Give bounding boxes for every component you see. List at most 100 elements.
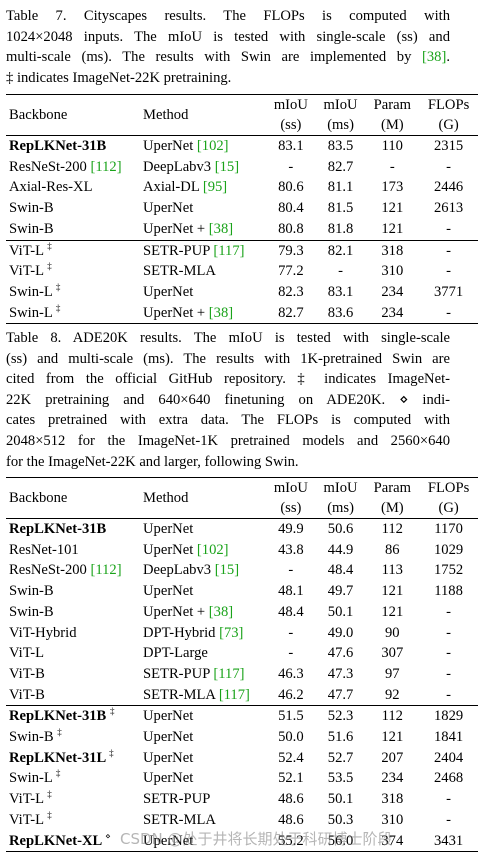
reference-link[interactable]: [15] <box>214 562 240 579</box>
cell-param: 97 <box>385 665 400 682</box>
cell-param: 112 <box>365 517 420 540</box>
cell-backbone: ResNet-101 <box>9 541 79 558</box>
cell-param: 92 <box>385 686 400 703</box>
col-miou-ms: mIoU (ms) <box>315 477 366 519</box>
cell-param: 121 <box>381 200 404 217</box>
reference-link[interactable]: [112] <box>90 158 122 175</box>
cell-method: UperNet <box>143 200 194 217</box>
table-row: ViT-L ‡ SETR-PUP 48.6 50.1 318 - <box>6 789 478 810</box>
cell-method: UperNet [102] <box>143 541 229 558</box>
col-method: Method <box>140 477 266 519</box>
cell-backbone: Axial-Res-XL <box>9 179 93 196</box>
cell-method: UperNet [102] <box>140 134 266 157</box>
reference-link[interactable]: [15] <box>214 158 240 175</box>
cell-ss: - <box>288 562 294 579</box>
cell-backbone: RepLKNet-31L ‡ <box>9 747 114 766</box>
caption-line: 22K pretraining and 640×640 finetuning o… <box>6 391 450 408</box>
cell-ms: 50.1 <box>327 791 354 808</box>
reference-link[interactable]: [117] <box>213 242 245 259</box>
cell-method: UperNet <box>143 729 194 746</box>
footnote-mark: ⋄ <box>105 830 111 841</box>
cell-ss: 48.4 <box>278 603 304 620</box>
cell-method: UperNet <box>140 830 266 853</box>
cell-flops: 2404 <box>433 749 464 766</box>
cell-ms: 81.1 <box>327 179 354 196</box>
cell-flops: - <box>446 263 452 280</box>
cell-param: 110 <box>365 134 420 157</box>
col-backbone: Backbone <box>6 477 140 519</box>
col-backbone: Backbone <box>6 94 140 136</box>
reference-link[interactable]: [112] <box>90 562 122 579</box>
reference-link[interactable]: [102] <box>196 138 229 154</box>
cell-param: 121 <box>381 603 404 620</box>
footnote-mark: ‡ <box>47 261 52 272</box>
cell-ms: 49.0 <box>327 624 354 641</box>
table8-caption: Table 8. ADE20K results. The mIoU is tes… <box>6 328 450 472</box>
reference-link[interactable]: [102] <box>196 541 229 558</box>
cell-ss: 49.9 <box>266 517 316 540</box>
cell-flops: - <box>446 791 452 808</box>
table-row: ViT-L ‡ SETR-MLA 48.6 50.3 310 - <box>6 810 478 831</box>
cell-flops: - <box>446 220 452 237</box>
footnote-mark: ‡ <box>55 302 61 313</box>
caption-line: Table 7. Cityscapes results. The FLOPs i… <box>6 8 450 24</box>
cell-ms: 81.5 <box>327 200 354 217</box>
cell-ms: 49.7 <box>327 583 354 600</box>
reference-link[interactable]: [38] <box>208 603 234 620</box>
footnote-mark: ‡ <box>57 727 62 738</box>
cell-flops: 2446 <box>433 179 464 196</box>
cell-ms: 52.7 <box>327 749 354 766</box>
caption-line: ‡ indicates ImageNet-22K pretraining. <box>6 69 232 86</box>
cell-ms: 83.5 <box>315 134 366 157</box>
table-row: Swin-L ‡ UperNet 82.3 83.1 234 3771 <box>6 282 478 303</box>
cell-backbone: ViT-B <box>9 686 45 703</box>
table-row: Swin-B UperNet + [38] 80.8 81.8 121 - <box>6 219 478 240</box>
reference-link[interactable]: [95] <box>202 179 228 196</box>
caption-line: Table 8. ADE20K results. The mIoU is tes… <box>6 330 450 346</box>
cell-flops: - <box>446 645 452 662</box>
table-row: ViT-L ‡ SETR-MLA 77.2 - 310 - <box>6 261 478 282</box>
cell-flops: - <box>419 302 478 325</box>
cell-ms: - <box>338 263 344 280</box>
reference-link[interactable]: [73] <box>219 624 244 641</box>
caption-line: cates pretrained with extra data. The FL… <box>6 412 450 429</box>
cell-param: 318 <box>381 791 404 808</box>
cell-flops: 3771 <box>433 283 464 300</box>
cell-ss: 51.5 <box>266 705 316 728</box>
col-miou-ss: mIoU (ss) <box>266 477 316 519</box>
reference-link[interactable]: [38] <box>208 220 234 237</box>
cell-backbone: Swin-B ‡ <box>9 727 62 746</box>
cell-ms: 83.6 <box>315 302 366 325</box>
caption-line: 1024×2048 inputs. The mIoU is tested wit… <box>6 28 450 45</box>
cell-flops: - <box>419 239 478 262</box>
cell-ss: 52.1 <box>278 770 304 787</box>
cell-backbone: Swin-L ‡ <box>6 302 140 325</box>
caption-line: cited from the official GitHub repositor… <box>6 371 450 388</box>
table-row: ResNeSt-200 [112] DeepLabv3 [15] - 82.7 - - <box>6 157 478 178</box>
table7-caption: Table 7. Cityscapes results. The FLOPs i… <box>6 6 450 88</box>
col-param: Param (M) <box>365 477 420 519</box>
caption-text: multi-scale (ms). The results with Swin … <box>6 49 450 66</box>
cell-method: SETR-MLA <box>143 811 216 828</box>
watermark: CSDN @处于井将长期处于科研博士阶段 <box>120 830 393 848</box>
footnote-mark: ‡ <box>47 809 52 820</box>
cell-param: 307 <box>381 645 404 662</box>
cell-flops: 1170 <box>419 517 478 540</box>
cell-flops: 1841 <box>433 729 464 746</box>
cell-param: 113 <box>381 562 403 579</box>
cell-backbone: Swin-L ‡ <box>9 768 61 787</box>
cell-backbone: RepLKNet-31B ‡ <box>6 705 140 728</box>
reference-link[interactable]: [117] <box>218 686 250 703</box>
cell-method: DPT-Hybrid [73] <box>143 624 244 641</box>
cell-backbone: ViT-L ‡ <box>6 239 140 262</box>
cell-method: UperNet <box>140 517 266 540</box>
reference-link[interactable]: [38] <box>208 304 234 321</box>
col-miou-ss: mIoU (ss) <box>266 94 316 136</box>
cell-backbone: ResNeSt-200 [112] <box>9 562 122 579</box>
reference-link[interactable]: [38] <box>422 49 447 66</box>
cell-ss: 46.3 <box>278 665 304 682</box>
table-row: RepLKNet-31B UperNet [102] 83.1 83.5 110 2315 <box>6 134 478 157</box>
reference-link[interactable]: [117] <box>213 665 245 682</box>
table-row: Swin-B UperNet 80.4 81.5 121 2613 <box>6 198 478 219</box>
cell-param: - <box>389 158 395 175</box>
